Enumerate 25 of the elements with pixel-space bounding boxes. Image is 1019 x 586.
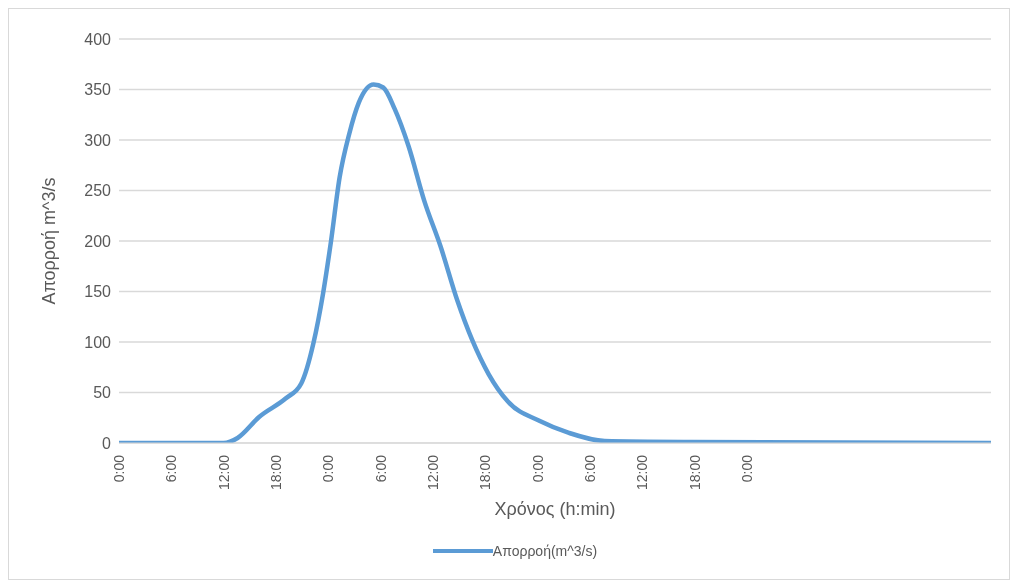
- x-tick-label: 6:00: [581, 454, 598, 483]
- legend-label: Απορροή(m^3/s): [492, 543, 598, 559]
- y-tick-label: 250: [84, 182, 112, 200]
- x-tick-label: 6:00: [163, 454, 180, 483]
- y-tick-label: 400: [84, 30, 112, 48]
- x-tick-label: 18:00: [267, 454, 284, 491]
- y-tick-label: 150: [84, 283, 112, 301]
- x-axis-title: Χρόνος (h:min): [494, 499, 616, 519]
- x-tick-label: 12:00: [215, 454, 232, 491]
- x-tick-label: 12:00: [424, 454, 441, 491]
- y-tick-label: 200: [84, 232, 112, 250]
- y-tick-label: 50: [93, 384, 112, 402]
- y-tick-label: 300: [84, 131, 112, 149]
- x-tick-label: 0:00: [320, 454, 337, 483]
- x-tick-label: 18:00: [686, 454, 703, 491]
- x-tick-label: 0:00: [111, 454, 127, 483]
- y-tick-label: 100: [84, 333, 112, 351]
- x-tick-label: 0:00: [529, 454, 546, 483]
- x-tick-label: 6:00: [372, 454, 389, 483]
- y-tick-label: 350: [84, 81, 112, 99]
- x-tick-label: 18:00: [477, 454, 494, 491]
- y-tick-label: 0: [102, 434, 112, 452]
- x-tick-label: 0:00: [738, 454, 755, 483]
- x-tick-label: 12:00: [634, 454, 651, 491]
- y-axis-title: Απορροή m^3/s: [39, 177, 60, 305]
